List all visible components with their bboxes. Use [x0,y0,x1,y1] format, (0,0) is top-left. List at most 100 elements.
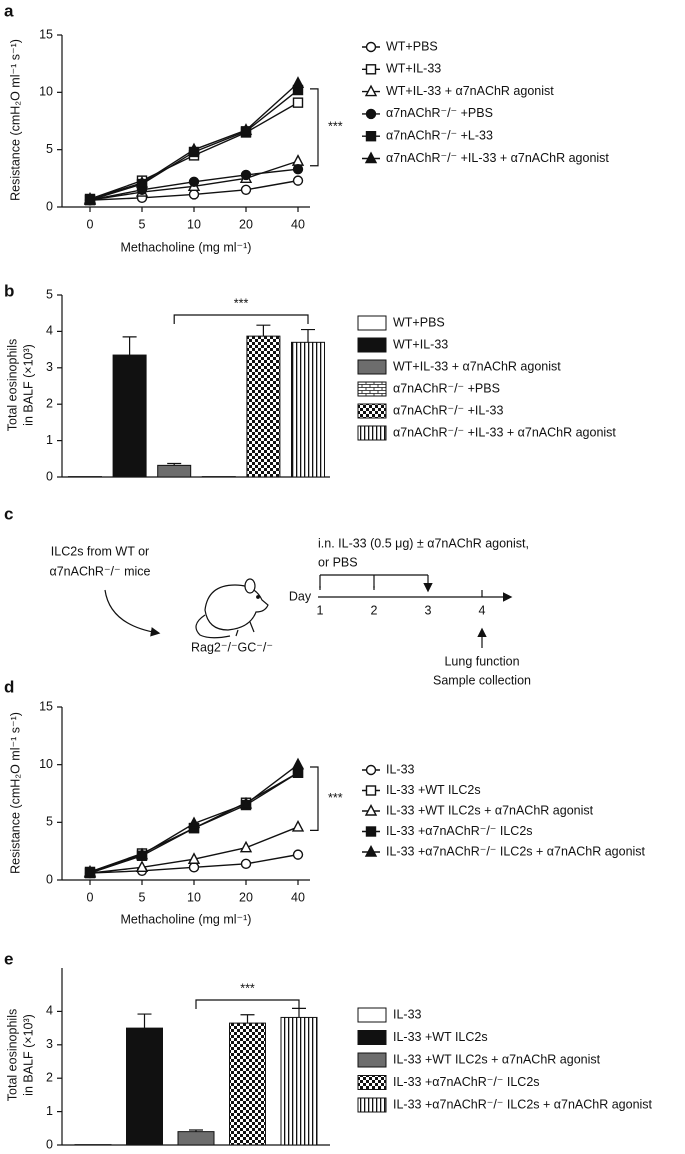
bar [229,1022,266,1146]
data-point [188,176,200,187]
x-tick-label: 20 [239,890,253,904]
legend-label: α7nAChR⁻/⁻ +L-33 [386,128,493,142]
data-point [291,76,305,88]
panel-label: e [4,949,13,968]
data-point [83,864,97,877]
legend-swatch [357,381,387,397]
data-point [292,163,304,175]
legend-swatch [357,1052,387,1068]
error-bar [137,1013,152,1029]
legend-marker [364,84,378,97]
legend-marker [364,803,378,816]
legend-label: IL-33 +WT ILC2s [386,783,481,797]
significance-label: *** [328,120,343,134]
x-axis-title: Methacholine (mg ml⁻¹) [121,912,252,926]
transfer-arrow [104,589,161,637]
bar [280,1016,318,1146]
bar [157,464,192,478]
legend-marker [365,130,377,142]
legend-marker [365,785,377,796]
data-point [239,123,253,135]
y-tick-label: 2 [46,396,53,410]
dosing-arrows [319,586,428,590]
data-point [291,757,305,770]
treatment-text: i.n. IL-33 (0.5 μg) ± α7nAChR agonist, [318,536,529,550]
data-point [188,189,200,200]
day: 3 [425,603,432,617]
data-point [291,819,305,832]
day-label: Day [289,589,312,603]
y-tick-label: 1 [46,433,53,447]
significance-bracket [195,999,300,1009]
legend-label: IL-33 +α7nAChR⁻/⁻ ILC2s [393,1075,540,1089]
y-axis-title: Resistance (cmH₂O ml⁻¹ s⁻¹) [8,39,22,201]
legend-label: IL-33 +α7nAChR⁻/⁻ ILC2s [386,824,533,838]
data-point [240,858,252,870]
significance-bracket [310,88,319,167]
error-bar [301,328,315,343]
x-tick-label: 10 [187,890,201,904]
panel-label: b [4,281,14,300]
significance-label: *** [328,791,343,805]
data-point [188,862,200,873]
legend-marker [364,151,378,164]
y-tick-label: 15 [39,699,53,713]
x-tick-label: 5 [139,890,146,904]
panel-label: d [4,677,14,696]
y-tick-label: 3 [46,1037,53,1051]
legend-label: α7nAChR⁻/⁻ +IL-33 + α7nAChR agonist [386,151,609,165]
legend-swatch [357,337,387,353]
day: 2 [371,603,378,617]
y-tick-label: 5 [46,815,53,829]
legend-swatch [357,359,387,375]
data-point [83,191,97,204]
x-tick-label: 40 [291,890,305,904]
significance-bracket [173,314,309,324]
data-point [187,816,201,829]
error-bar [256,324,271,337]
y-axis-title: Total eosinophils [5,1009,19,1101]
y-tick-label: 10 [39,757,53,771]
treatment-text: or PBS [318,555,358,569]
legend-swatch [357,1097,387,1113]
legend-label: WT+IL-33 [393,337,448,351]
data-point [292,175,304,186]
significance-bracket [310,766,319,832]
x-tick-label: 10 [187,217,201,231]
y-tick-label: 4 [46,324,53,338]
data-point [291,154,305,166]
data-point [239,796,253,809]
legend-swatch [357,1075,387,1090]
cells-text: ILC2s from WT or [51,544,149,558]
data-point [292,767,304,778]
bar [246,335,281,478]
panel-label: c [4,504,13,523]
legend-swatch [357,403,387,419]
diagram: c ILC2s from WT or α7nAChR⁻/⁻ mice Rag2⁻… [4,504,531,687]
data-point [292,849,304,860]
legend-label: α7nAChR⁻/⁻ +PBS [393,381,500,395]
legend-marker [365,41,377,53]
day: 4 [479,603,486,617]
bar [291,341,325,478]
data-point [135,860,149,873]
legend-marker [365,826,377,837]
y-tick-label: 15 [39,27,53,41]
legend-label: α7nAChR⁻/⁻ +IL-33 + α7nAChR agonist [393,425,616,439]
x-tick-label: 20 [239,217,253,231]
legend-label: IL-33 +α7nAChR⁻/⁻ ILC2s + α7nAChR agonis… [386,844,646,858]
y-tick-label: 1 [46,1104,53,1118]
y-tick-label: 5 [46,287,53,301]
legend-marker [364,844,378,857]
cells-text: α7nAChR⁻/⁻ mice [49,564,150,578]
x-tick-label: 0 [87,890,94,904]
y-axis-title: in BALF (×10³) [21,344,35,426]
legend-label: WT+IL-33 [386,62,441,76]
y-axis-title: Resistance (cmH₂O ml⁻¹ s⁻¹) [8,712,22,874]
bar [177,1131,215,1146]
error-bar [240,1014,255,1024]
x-tick-label: 0 [87,217,94,231]
x-tick-label: 40 [291,217,305,231]
y-tick-label: 3 [46,360,53,374]
